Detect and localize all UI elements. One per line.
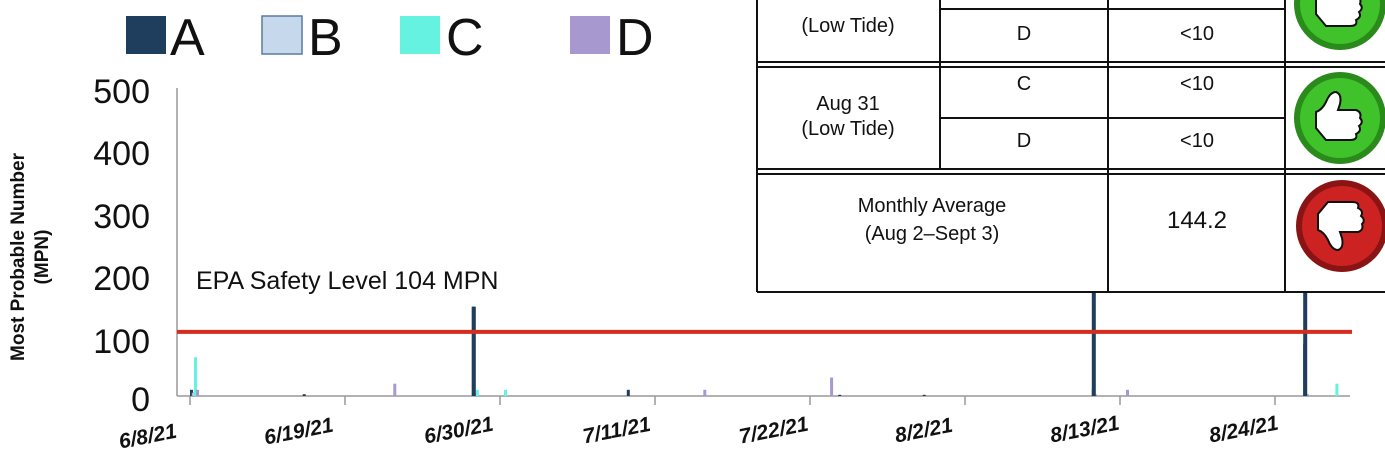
table-site-cell: C — [1017, 73, 1031, 95]
legend: A B C D — [126, 9, 654, 67]
thumbs-down-icon — [1296, 180, 1385, 272]
y-tick-300: 300 — [93, 198, 150, 236]
bar-a-2021-07-09 — [626, 389, 630, 396]
bar-d-2021-08-13 — [1126, 389, 1129, 396]
y-tick-100: 100 — [93, 323, 150, 361]
legend-swatch-a — [126, 16, 166, 54]
bar-d-2021-07-23 — [830, 377, 834, 396]
table-background — [757, 0, 1385, 292]
table-average-label: (Aug 2–Sept 3) — [865, 223, 1000, 245]
bar-c-2021-08-28 — [1335, 383, 1339, 396]
y-tick-200: 200 — [93, 260, 150, 298]
x-tick-label: 7/22/21 — [737, 413, 810, 449]
bar-c-2021-06-08 — [194, 357, 197, 396]
x-tick-label: 6/8/21 — [117, 420, 179, 454]
thumbs-up-icon — [1294, 72, 1385, 164]
y-tick-0: 0 — [131, 381, 150, 419]
table-date-cell: (Low Tide) — [801, 15, 894, 37]
legend-label-b: B — [308, 9, 343, 67]
x-ticks: 6/8/21 6/19/21 6/30/21 7/11/21 7/22/21 8… — [117, 412, 1280, 454]
bar-a-2021-06-28 — [471, 306, 476, 396]
table-average-label: Monthly Average — [858, 195, 1007, 217]
table-value-cell: <10 — [1180, 23, 1214, 45]
legend-label-c: C — [446, 9, 484, 67]
bar-c-2021-06-28 — [475, 389, 479, 396]
bar-a-2021-07-24 — [838, 394, 842, 396]
x-tick-label: 7/11/21 — [581, 413, 653, 449]
bar-a-2021-06-16 — [302, 394, 306, 396]
y-axis-label-line1: Most Probable Number — [8, 152, 29, 361]
x-tick-label: 6/30/21 — [422, 413, 495, 449]
x-tick-label: 8/24/21 — [1207, 412, 1280, 448]
legend-label-a: A — [170, 9, 205, 67]
bar-a-2021-06-08 — [190, 389, 193, 396]
table-date-cell: (Low Tide) — [801, 118, 894, 140]
bar-d-2021-06-22 — [393, 383, 397, 396]
bar-d-2021-07-14 — [703, 389, 707, 396]
table-date-cell: Aug 31 — [816, 93, 879, 115]
x-tick-label: 6/19/21 — [262, 414, 335, 450]
x-tick-label: 8/13/21 — [1048, 412, 1121, 448]
bar-c-2021-06-30 — [504, 389, 507, 396]
x-tick-label: 8/2/21 — [893, 414, 955, 448]
bar-a-2021-07-30 — [922, 394, 926, 396]
table-site-cell: D — [1017, 23, 1031, 45]
y-tick-500: 500 — [93, 73, 150, 111]
table-average-value: 144.2 — [1167, 207, 1227, 234]
table-value-cell: <10 — [1180, 130, 1214, 152]
table-value-cell: <10 — [1180, 73, 1214, 95]
y-tick-400: 400 — [93, 135, 150, 173]
legend-swatch-b — [261, 15, 303, 55]
y-ticks: 0 100 200 300 400 500 — [93, 73, 150, 419]
x-tick-marks — [189, 396, 1276, 405]
results-table: (Low Tide) D <10 Aug 31 (Low Tide) C <10… — [756, 0, 1385, 293]
table-site-cell: D — [1017, 130, 1031, 152]
bar-d-2021-06-08 — [196, 389, 199, 396]
legend-swatch-d — [570, 16, 610, 54]
thumbs-up-icon — [1294, 0, 1385, 50]
legend-swatch-c — [400, 16, 440, 54]
reference-line-label: EPA Safety Level 104 MPN — [196, 267, 498, 295]
legend-label-d: D — [616, 9, 654, 67]
y-axis-label-line2: (MPN) — [32, 230, 53, 285]
